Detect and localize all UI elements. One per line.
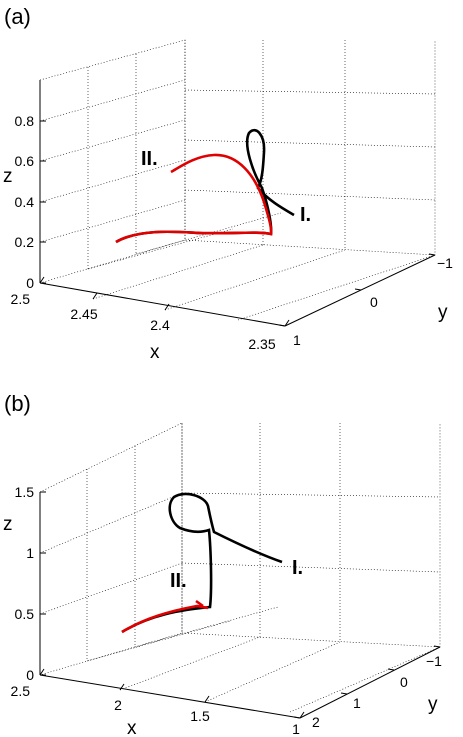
panel-b-label: (b): [4, 391, 31, 416]
panel-b-y-tick-label: 2: [312, 714, 320, 730]
panel-b-x-axis-line: [39, 674, 301, 719]
panel-b-x-tick-label: 1: [292, 721, 300, 737]
panel-a-z-tick-label: 0.2: [15, 234, 35, 250]
panel-b-grid: [39, 422, 441, 713]
panel-a-label: (a): [4, 4, 31, 29]
panel-a-series-II: [115, 153, 273, 244]
panel-b-x-tick-label: 1.5: [190, 708, 210, 724]
panel-b-z-tick-label: 1: [26, 545, 34, 561]
panel-b-x-axis-label: x: [127, 718, 137, 737]
panel-b-x-tick-label: 2: [114, 697, 122, 713]
panel-a-x-axis-label: x: [150, 342, 160, 363]
panel-b-y-tick-label: 0: [400, 674, 408, 690]
panel-a-z-axis-label: z: [3, 166, 13, 187]
panel-a-series-I: [115, 128, 295, 244]
panel-a-x-axis-line: [39, 282, 286, 327]
panel-a-x-tick-label: 2.5: [11, 291, 31, 307]
panel-b-series-label: I.: [292, 557, 303, 579]
panel-a-y-tick-label: 0: [370, 294, 378, 310]
panel-a-series-label: II.: [141, 148, 158, 170]
panel-b-x-tick-label: 2.5: [11, 683, 31, 699]
panel-a: (a): [3, 4, 453, 363]
panel-a-x-tick-label: 2.4: [150, 317, 170, 333]
panel-a-z-tick-label: 0.8: [15, 113, 35, 129]
panel-a-y-tick-label: −1: [437, 255, 453, 271]
panel-b-z-axis-label: z: [3, 514, 13, 535]
panel-a-x-tick-label: 2.35: [248, 336, 275, 352]
panel-b-axes: [39, 491, 441, 719]
panel-a-y-tick-label: 1: [293, 332, 301, 348]
panel-a-z-tick-label: 0: [26, 275, 34, 291]
panel-a-axes: [39, 80, 436, 327]
panel-a-tick-labels: 0 0.2 0.4 0.6 0.8 2.5 2.45 2.4 2.35 1 0 …: [11, 113, 454, 352]
panel-b-series-II: [121, 599, 209, 634]
panel-b-y-tick-label: 1: [353, 695, 361, 711]
panel-a-x-tick-label: 2.45: [70, 306, 97, 322]
panel-a-y-axis-line: [284, 254, 436, 327]
panel-b-tick-labels: 0 0.5 1 1.5 2.5 2 1.5 1 2 1 0 −1: [11, 484, 443, 737]
panel-a-series-label: I.: [300, 204, 311, 226]
panel-b-z-tick-label: 0: [26, 667, 34, 683]
panel-b-y-axis-label: y: [428, 694, 438, 715]
panel-b-series-I: [121, 492, 283, 634]
panel-a-z-tick-label: 0.4: [15, 194, 35, 210]
panel-b-series-label: II.: [170, 570, 187, 592]
panel-b-z-tick-label: 0.5: [15, 606, 35, 622]
panel-b-y-axis-line: [299, 646, 441, 719]
panel-a-y-axis-label: y: [438, 302, 448, 323]
panel-b-z-tick-label: 1.5: [15, 484, 35, 500]
panel-a-grid: [39, 39, 436, 321]
panel-b-y-tick-label: −1: [426, 653, 442, 669]
panel-a-z-tick-label: 0.6: [15, 153, 35, 169]
panel-b: (b): [3, 391, 442, 737]
